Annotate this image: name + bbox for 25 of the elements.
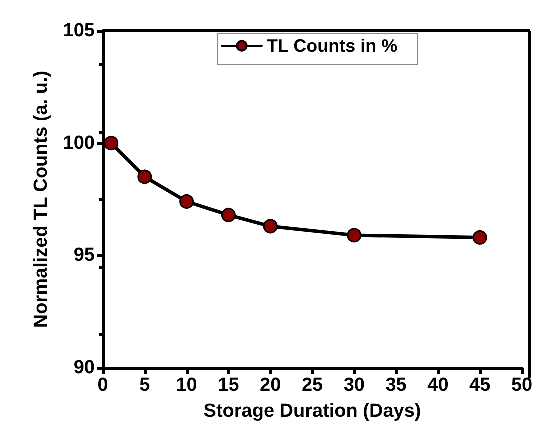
y-tick-label: 90 — [74, 358, 95, 378]
point — [221, 208, 236, 222]
y-tick-label: 95 — [74, 245, 96, 266]
x-tick-label: 10 — [176, 375, 198, 396]
x-tick-label: 15 — [218, 375, 240, 396]
point — [472, 230, 488, 245]
point — [104, 136, 119, 151]
x-tick-label: 25 — [302, 375, 324, 396]
x-tick-label: 35 — [386, 375, 408, 396]
y-axis-title: Normalized TL Counts (a. u.) — [31, 70, 52, 328]
x-tick-label: 40 — [428, 375, 449, 396]
point — [180, 194, 194, 209]
x-tick-label: 45 — [470, 375, 492, 396]
x-tick-label: 5 — [140, 375, 151, 396]
x-tick-label: 50 — [511, 375, 533, 396]
legend-label: TL Counts in % — [267, 36, 398, 56]
y-tick-label: 100 — [63, 132, 95, 154]
x-tick-label: 30 — [344, 375, 365, 396]
y-tick-label: 105 — [63, 20, 96, 42]
x-tick-label: 0 — [98, 375, 108, 396]
x-tick-label: 20 — [260, 375, 282, 396]
point — [263, 219, 278, 234]
point — [138, 170, 152, 184]
x-axis-title: Storage Duration (Days) — [204, 401, 422, 422]
point — [347, 228, 362, 243]
